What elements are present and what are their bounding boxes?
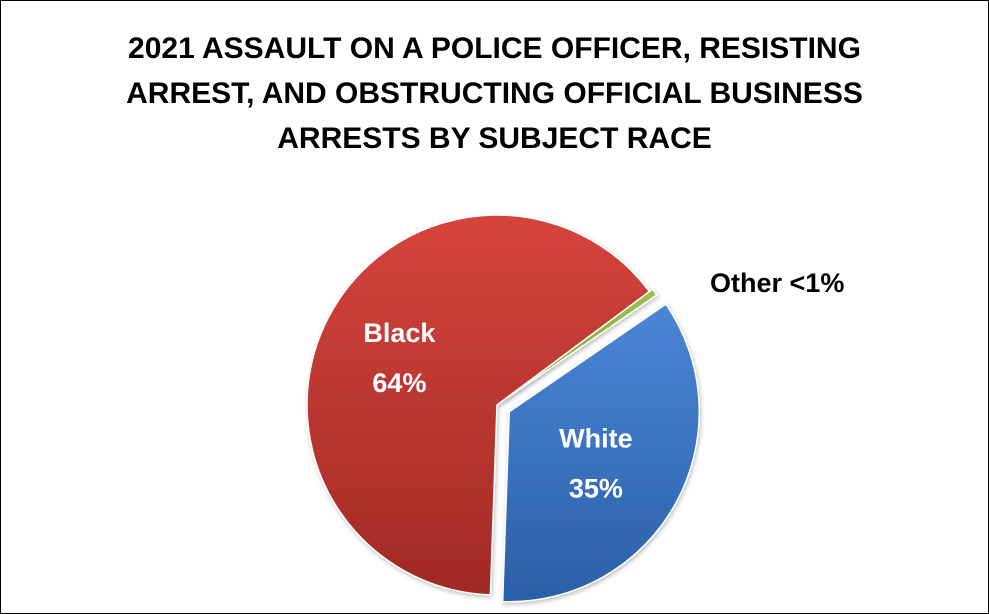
- chart-title: 2021 ASSAULT ON A POLICE OFFICER, RESIST…: [0, 26, 989, 161]
- slice-label-white-name: White: [559, 423, 633, 453]
- slice-label-other-percent: <1%: [790, 268, 845, 298]
- slice-label-other-name: Other: [710, 268, 783, 298]
- chart-title-line-3: ARRESTS BY SUBJECT RACE: [277, 122, 712, 155]
- slice-label-black-name: Black: [363, 318, 436, 348]
- pie-slice-black: [306, 214, 651, 596]
- slice-label-other: Other <1%: [710, 268, 844, 298]
- pie-slice-other: [499, 288, 658, 404]
- pie-slices: [306, 214, 701, 603]
- slice-label-white-percent: 35%: [569, 473, 623, 503]
- pie-slice-white: [501, 303, 701, 603]
- chart-title-line-2: ARREST, AND OBSTRUCTING OFFICIAL BUSINES…: [126, 77, 863, 110]
- chart-title-line-1: 2021 ASSAULT ON A POLICE OFFICER, RESIST…: [128, 32, 861, 65]
- slice-label-black-percent: 64%: [372, 368, 426, 398]
